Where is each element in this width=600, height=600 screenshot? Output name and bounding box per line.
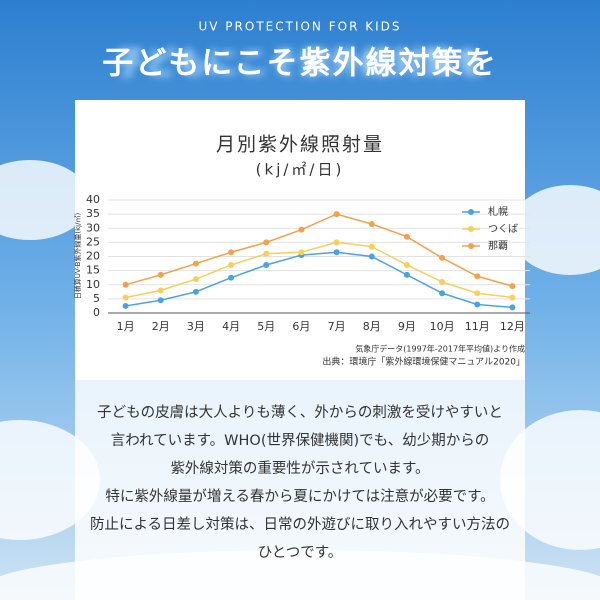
y-tick-label: 35 xyxy=(86,207,100,220)
chart-title: 月別紫外線照射量 xyxy=(216,134,384,156)
legend-label: つくば xyxy=(488,223,518,235)
point xyxy=(403,233,410,240)
point xyxy=(333,239,340,246)
x-tick-label: 8月 xyxy=(363,320,381,333)
body-line: 子どもの皮膚は大人よりも薄く、外からの刺激を受けやすいと xyxy=(97,404,503,421)
point xyxy=(368,221,375,228)
point xyxy=(509,283,516,290)
x-tick-label: 11月 xyxy=(465,320,490,333)
kicker: UV PROTECTION FOR KIDS xyxy=(199,20,402,34)
y-tick-label: 0 xyxy=(93,306,100,319)
point xyxy=(509,294,516,301)
point xyxy=(157,287,164,294)
point xyxy=(439,290,446,297)
point xyxy=(192,276,199,283)
y-tick-label: 10 xyxy=(86,278,100,291)
point xyxy=(157,297,164,304)
point xyxy=(368,243,375,250)
point xyxy=(298,226,305,233)
point xyxy=(122,294,129,301)
series-line xyxy=(125,251,513,309)
point xyxy=(122,281,129,288)
x-tick-label: 5月 xyxy=(257,320,275,333)
page-title: 子どもにこそ紫外線対策を xyxy=(102,46,497,82)
y-tick-label: 15 xyxy=(86,264,100,277)
source-note: 気象庁データ(1997年-2017年平均値)より作成 xyxy=(355,344,525,354)
point xyxy=(228,249,235,256)
x-tick-label: 6月 xyxy=(292,320,310,333)
x-tick-label: 2月 xyxy=(152,320,170,333)
y-tick-label: 5 xyxy=(93,292,100,305)
x-tick-label: 4月 xyxy=(222,320,240,333)
chart-subtitle: (kj/㎡/日) xyxy=(256,161,345,179)
x-tick-label: 1月 xyxy=(117,320,135,333)
point xyxy=(439,278,446,285)
legend-marker xyxy=(468,243,474,249)
point xyxy=(368,253,375,260)
title-glow: 子どもにこそ紫外線対策を xyxy=(114,46,485,82)
point xyxy=(474,273,481,280)
y-axis-label: 日積算UV-B紫外線量(kj/㎡) xyxy=(73,213,82,300)
point xyxy=(403,261,410,268)
x-tick-label: 12月 xyxy=(500,320,525,333)
y-tick-label: 40 xyxy=(86,193,100,206)
legend-marker xyxy=(468,226,474,232)
point xyxy=(228,274,235,281)
point xyxy=(263,261,270,268)
x-tick-label: 7月 xyxy=(328,320,346,333)
chart-card xyxy=(75,100,525,380)
x-tick-label: 3月 xyxy=(187,320,205,333)
source-citation: 出典：環境庁「紫外線環境保健マニュアル2020」 xyxy=(322,356,525,368)
body-line: 紫外線対策の重要性が示されています。 xyxy=(170,460,429,477)
x-tick-label: 9月 xyxy=(398,320,416,333)
body-line: 防止による日差し対策は、日常の外遊びに取り入れやすい方法の xyxy=(90,516,510,533)
x-tick-label: 10月 xyxy=(430,320,455,333)
point xyxy=(474,301,481,308)
series-line xyxy=(125,213,513,287)
y-tick-label: 25 xyxy=(86,235,100,248)
series-line xyxy=(125,241,513,299)
point xyxy=(192,288,199,295)
legend-label: 札幌 xyxy=(488,205,508,218)
body-text: 子どもの皮膚は大人よりも薄く、外からの刺激を受けやすいと言われています。WHO(… xyxy=(90,404,510,561)
point xyxy=(474,290,481,297)
body-line: ひとつです。 xyxy=(258,544,343,561)
point xyxy=(122,302,129,309)
point xyxy=(509,304,516,311)
legend-marker xyxy=(468,209,474,215)
point xyxy=(333,249,340,256)
y-tick-label: 20 xyxy=(86,250,100,263)
point xyxy=(263,239,270,246)
point xyxy=(192,260,199,267)
point xyxy=(403,271,410,278)
legend-label: 那覇 xyxy=(488,240,508,252)
point xyxy=(157,271,164,278)
body-line: 言われています。WHO(世界保健機関)でも、幼少期からの xyxy=(111,432,489,449)
body-line: 特に紫外線量が増える春から夏にかけては注意が必要です。 xyxy=(105,487,494,505)
y-tick-label: 30 xyxy=(86,221,100,234)
point xyxy=(263,250,270,257)
point xyxy=(298,249,305,256)
point xyxy=(228,261,235,268)
point xyxy=(333,211,340,218)
point xyxy=(439,254,446,261)
